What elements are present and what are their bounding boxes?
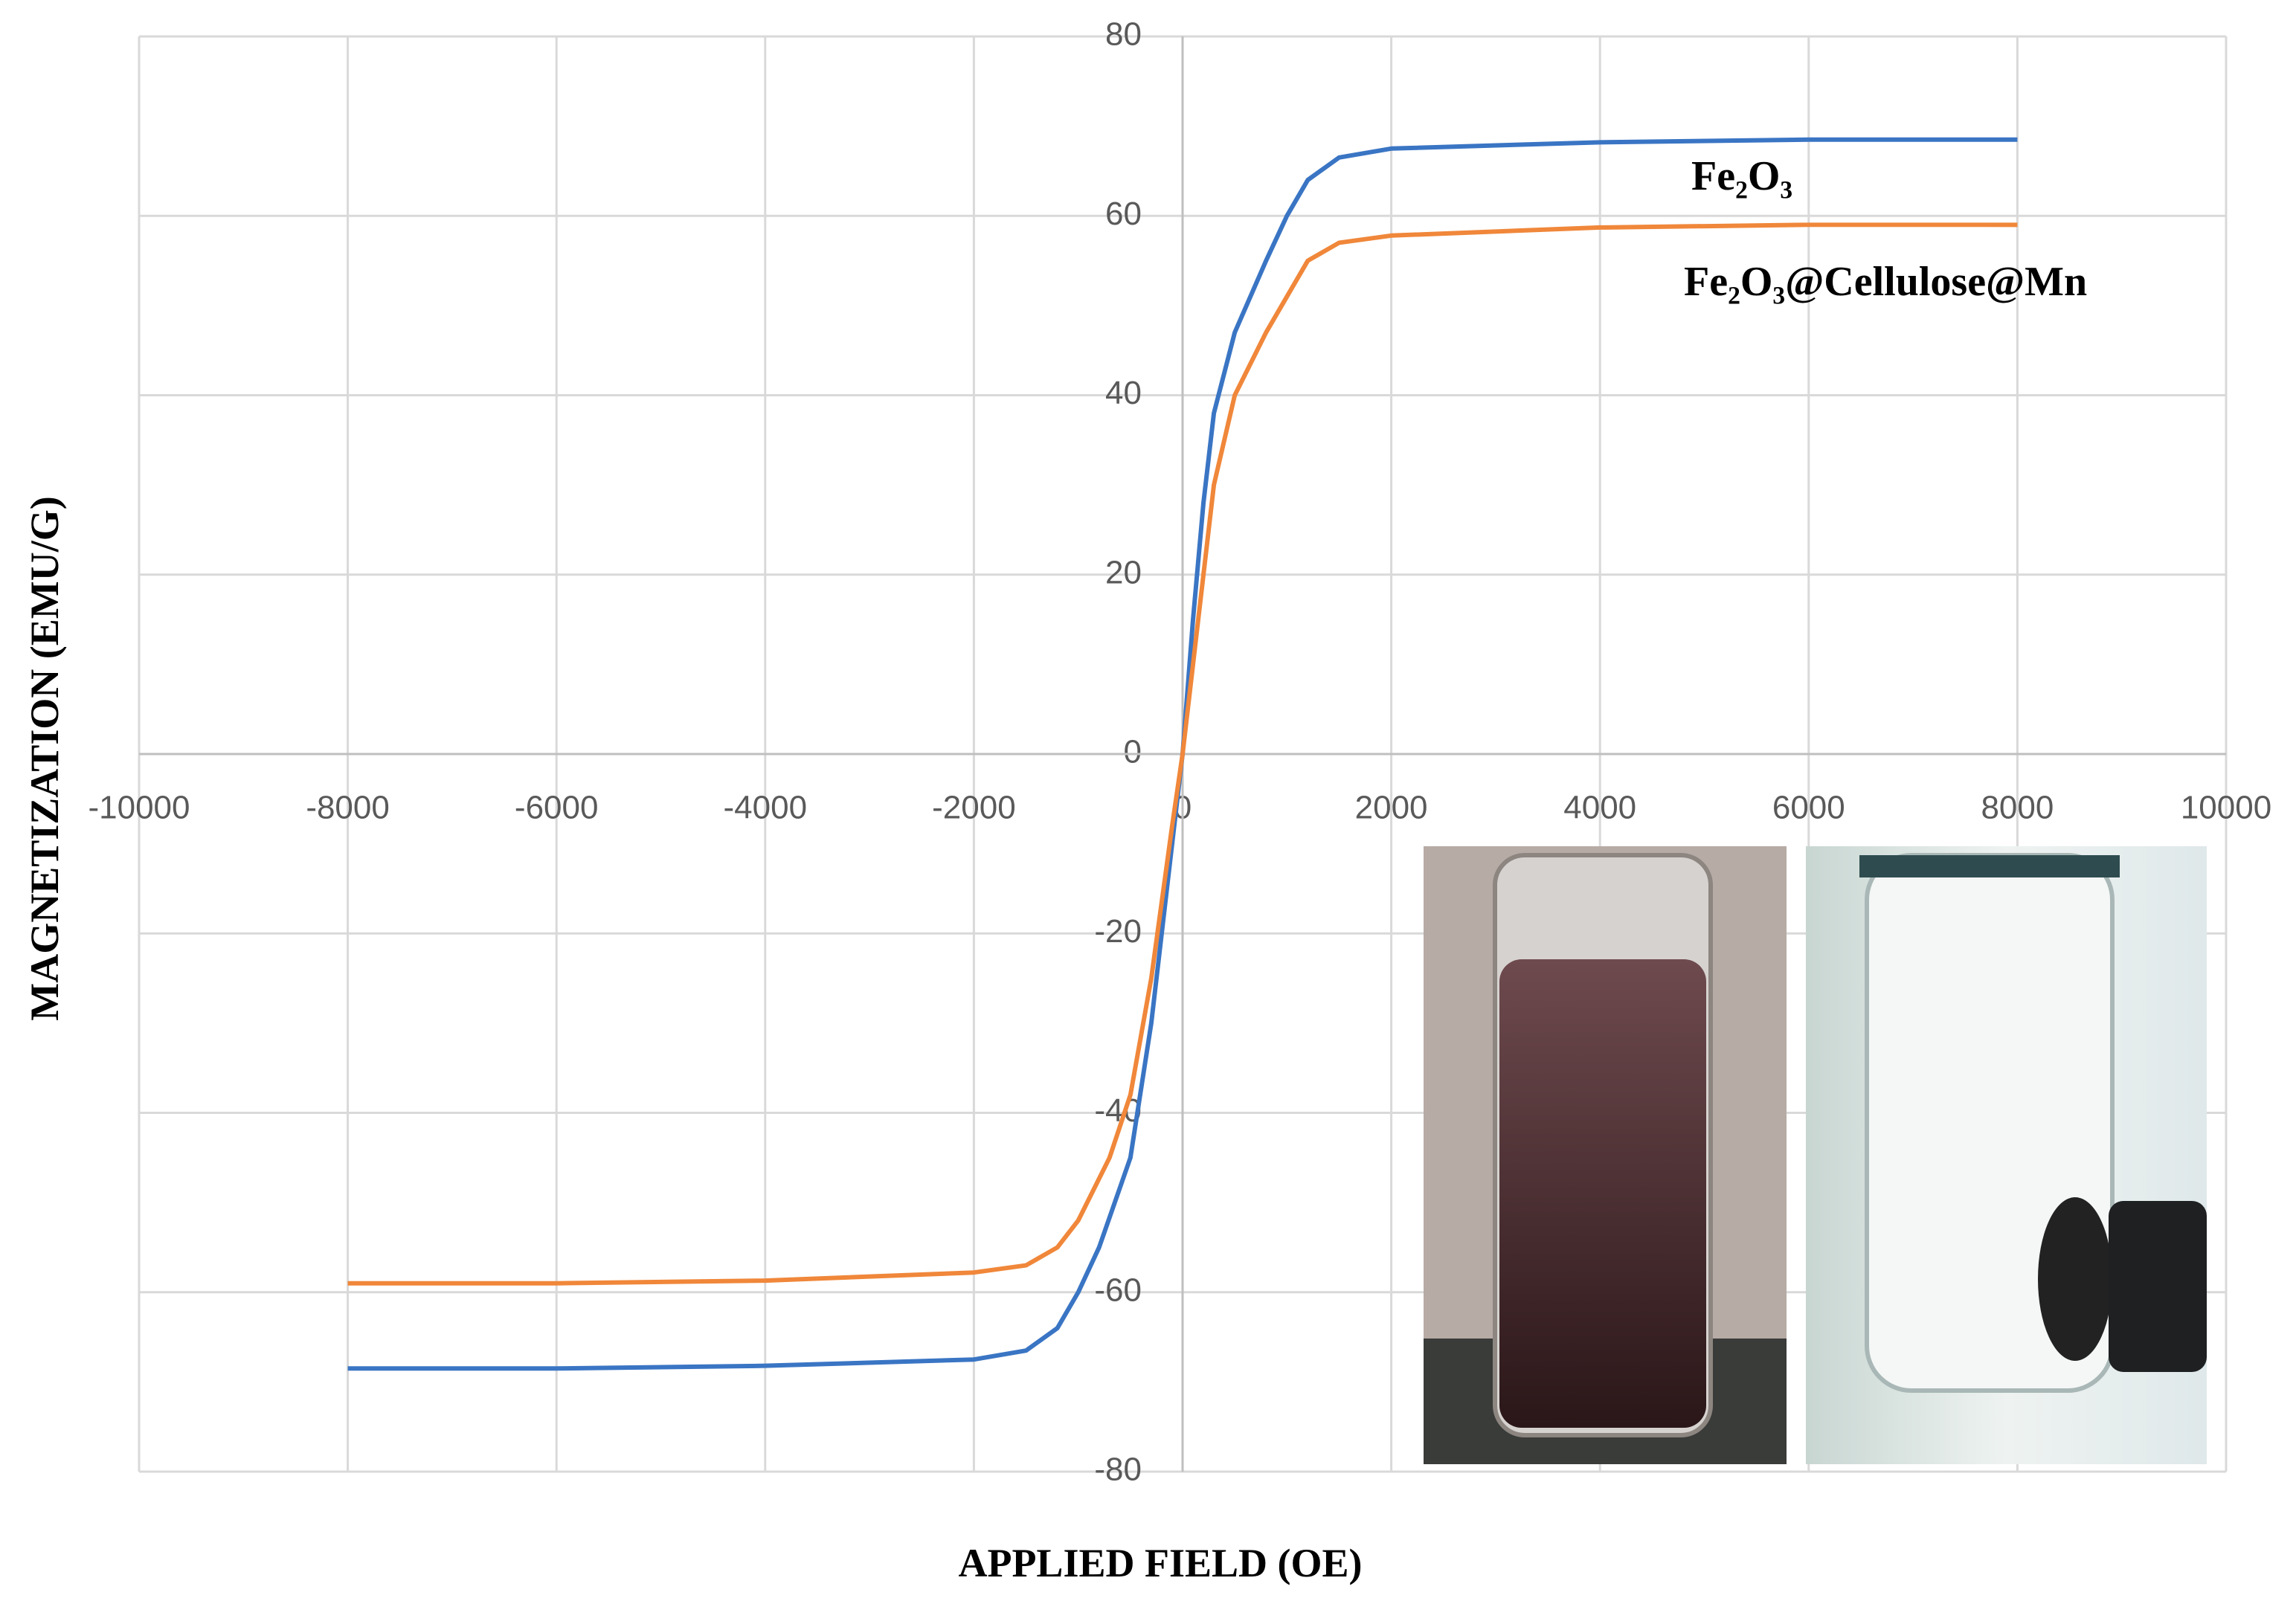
magnetic-particles: [2038, 1197, 2112, 1361]
magnet: [2109, 1201, 2207, 1372]
y-tick-label: 40: [1105, 375, 1142, 411]
y-tick-label: 60: [1105, 196, 1142, 232]
inset-photos: [1424, 846, 2207, 1464]
vial-1-liquid: [1499, 959, 1706, 1428]
x-tick-label: 4000: [1563, 790, 1636, 826]
x-tick-label: -10000: [88, 790, 190, 826]
y-tick-label: -80: [1094, 1452, 1142, 1488]
data-line: [347, 222, 2018, 1286]
y-tick-label: 0: [1124, 734, 1142, 770]
y-tick-label: -20: [1094, 913, 1142, 950]
data-line: [347, 137, 2018, 1371]
vial-2-rim: [1859, 855, 2120, 877]
series-label: Fe₂O₃@Cellulose@Mn: [1684, 259, 2087, 305]
x-tick-label: -8000: [306, 790, 390, 826]
y-tick-label: -60: [1094, 1272, 1142, 1308]
x-tick-label: -2000: [932, 790, 1016, 826]
x-tick-label: -6000: [515, 790, 599, 826]
series-label: Fe₂O₃: [1691, 153, 1792, 199]
y-axis-title: MAGNETIZATION (EMU/G): [22, 496, 67, 1021]
y-tick-label: 20: [1105, 554, 1142, 590]
x-tick-label: 10000: [2181, 790, 2271, 826]
x-axis-title: APPLIED FIELD (OE): [958, 1541, 1362, 1585]
x-tick-label: 2000: [1355, 790, 1428, 826]
x-tick-label: 8000: [1981, 790, 2054, 826]
y-tick-label: 80: [1105, 16, 1142, 53]
x-tick-label: 6000: [1772, 790, 1845, 826]
x-tick-label: -4000: [724, 790, 808, 826]
